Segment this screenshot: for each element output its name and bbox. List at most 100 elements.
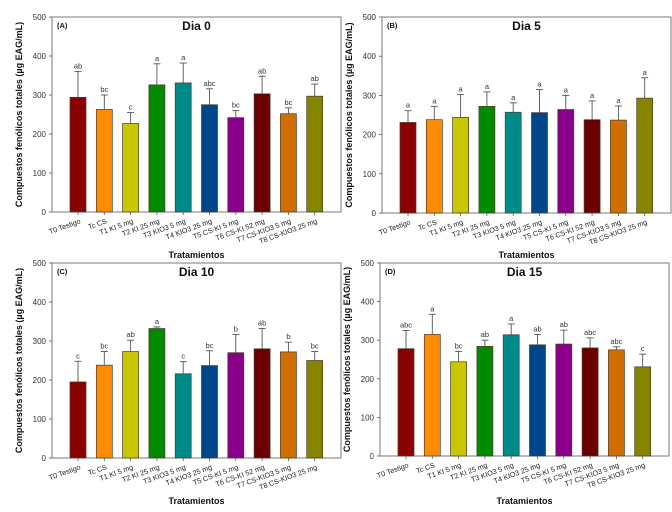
significance-label: abc bbox=[400, 321, 412, 330]
x-axis-title: Tratamientos bbox=[168, 496, 224, 506]
plot-frame bbox=[51, 16, 342, 213]
bar bbox=[201, 104, 218, 213]
panel-title: Dia 10 bbox=[179, 265, 215, 279]
significance-label: ab bbox=[74, 62, 82, 71]
x-tick-label: T0 Testigo bbox=[48, 216, 82, 236]
bar bbox=[610, 119, 627, 214]
y-axis-title: Compuestos fenólicos totales (µg EAG/mL) bbox=[342, 267, 352, 452]
bar bbox=[306, 360, 324, 459]
significance-label: ab bbox=[560, 320, 568, 329]
significance-label: bc bbox=[100, 85, 108, 94]
bar bbox=[476, 346, 494, 457]
bar bbox=[397, 348, 415, 457]
bar bbox=[529, 344, 546, 457]
significance-label: bc bbox=[100, 342, 108, 351]
significance-label: a bbox=[564, 85, 569, 94]
bar bbox=[636, 97, 654, 214]
significance-label: a bbox=[155, 317, 160, 326]
bar bbox=[452, 117, 469, 214]
y-tick-label: 0 bbox=[370, 452, 375, 461]
panel-tag: (B) bbox=[387, 21, 398, 30]
bar bbox=[227, 352, 245, 459]
y-tick-label: 500 bbox=[33, 13, 47, 22]
y-tick-label: 0 bbox=[42, 208, 47, 217]
panel-title: Dia 5 bbox=[512, 19, 541, 33]
y-tick-label: 300 bbox=[361, 336, 375, 345]
bar bbox=[634, 366, 652, 457]
bar bbox=[174, 373, 192, 459]
significance-label: a bbox=[590, 91, 595, 100]
significance-label: bc bbox=[311, 342, 319, 351]
y-tick-label: 500 bbox=[363, 13, 377, 22]
bar bbox=[608, 349, 625, 457]
bar bbox=[253, 93, 271, 213]
x-axis-title: Tratamientos bbox=[498, 250, 554, 260]
bar bbox=[122, 123, 139, 213]
bar bbox=[478, 106, 496, 214]
y-tick-label: 500 bbox=[33, 259, 47, 268]
bar bbox=[148, 84, 166, 213]
bar bbox=[531, 112, 548, 214]
plot-frame bbox=[379, 262, 670, 457]
y-tick-label: 0 bbox=[372, 209, 377, 218]
x-axis-title: Tratamientos bbox=[168, 250, 224, 260]
bar bbox=[306, 95, 324, 213]
y-tick-label: 400 bbox=[33, 52, 47, 61]
y-tick-label: 400 bbox=[363, 52, 377, 61]
significance-label: c bbox=[129, 103, 133, 112]
y-tick-label: 300 bbox=[363, 91, 377, 100]
significance-label: bc bbox=[232, 101, 240, 110]
significance-label: abc bbox=[610, 337, 622, 346]
bar bbox=[425, 119, 443, 214]
significance-label: ab bbox=[533, 324, 541, 333]
bar bbox=[69, 96, 87, 213]
bar bbox=[504, 111, 522, 214]
significance-label: a bbox=[485, 82, 490, 91]
bar bbox=[502, 334, 520, 457]
y-tick-label: 100 bbox=[363, 170, 377, 179]
y-tick-label: 200 bbox=[33, 130, 47, 139]
bar bbox=[95, 109, 113, 213]
significance-label: ab bbox=[481, 330, 489, 339]
y-axis-title: Compuestos fenólicos totales (µg EAG/mL) bbox=[14, 22, 24, 207]
bar bbox=[557, 109, 575, 214]
significance-label: abc bbox=[584, 328, 596, 337]
significance-label: ab bbox=[258, 66, 266, 75]
y-axis-title: Compuestos fenólicos totales (µg EAG/mL) bbox=[344, 22, 354, 207]
significance-label: bc bbox=[206, 341, 214, 350]
significance-label: a bbox=[181, 53, 186, 62]
significance-label: b bbox=[234, 324, 238, 333]
panel-tag: (D) bbox=[385, 267, 396, 276]
bar bbox=[201, 365, 218, 459]
y-axis-title: Compuestos fenólicos totales (µg EAG/mL) bbox=[14, 268, 24, 453]
bar bbox=[280, 351, 297, 459]
significance-label: a bbox=[509, 314, 514, 323]
significance-label: ab bbox=[311, 74, 319, 83]
y-tick-label: 200 bbox=[363, 131, 377, 140]
bar bbox=[174, 82, 192, 213]
y-tick-label: 300 bbox=[33, 337, 47, 346]
x-tick-label: T0 Testigo bbox=[376, 460, 410, 480]
significance-label: a bbox=[430, 304, 435, 313]
bar bbox=[399, 122, 417, 214]
y-tick-label: 200 bbox=[33, 376, 47, 385]
bar bbox=[227, 117, 245, 213]
panel-tag: (C) bbox=[57, 267, 68, 276]
bar bbox=[423, 334, 441, 457]
significance-label: b bbox=[286, 332, 290, 341]
y-tick-label: 100 bbox=[361, 413, 375, 422]
bar bbox=[450, 361, 467, 457]
y-tick-label: 100 bbox=[33, 169, 47, 178]
y-tick-label: 100 bbox=[33, 415, 47, 424]
bar bbox=[148, 328, 166, 459]
significance-label: ab bbox=[258, 319, 266, 328]
significance-label: a bbox=[459, 85, 464, 94]
bar bbox=[555, 343, 573, 457]
significance-label: ab bbox=[126, 330, 134, 339]
significance-label: c bbox=[181, 352, 185, 361]
significance-label: a bbox=[511, 93, 516, 102]
bar bbox=[280, 113, 297, 213]
